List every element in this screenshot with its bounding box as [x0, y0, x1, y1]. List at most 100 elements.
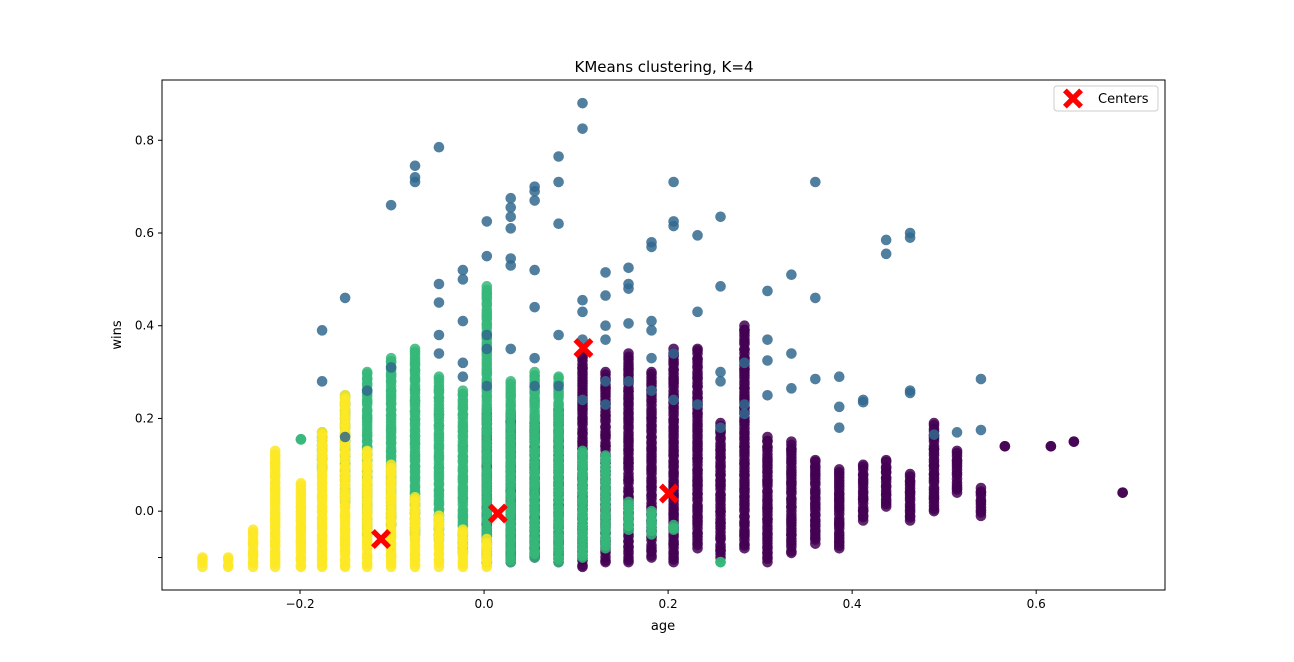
cluster-1-point [409, 160, 421, 172]
cluster-2-point [623, 496, 634, 508]
cluster-1-point [715, 281, 726, 292]
cluster-1-point [646, 352, 657, 364]
cluster-1-point [715, 376, 726, 387]
cluster-1-point [553, 151, 564, 162]
cluster-1-point [481, 380, 493, 392]
y-tick-label: 0.8 [135, 133, 154, 147]
cluster-1-point [715, 366, 726, 378]
cluster-1-point [762, 389, 773, 401]
cluster-1-point [553, 329, 564, 341]
cluster-1-point [577, 306, 588, 318]
x-axis-ticks: −0.2 0.0 0.2 0.4 0.6 [285, 590, 1046, 611]
cluster-1-point [668, 220, 679, 232]
cluster-1-point [361, 385, 373, 396]
cluster-1-point [668, 394, 679, 406]
cluster-1-point [600, 376, 611, 387]
cluster-1-point [715, 422, 726, 434]
cluster-1-point [433, 141, 445, 153]
x-tick-label: −0.2 [285, 597, 314, 611]
cluster-0-point [975, 482, 987, 494]
cluster-1-point [529, 380, 540, 392]
cluster-1-point [668, 176, 679, 188]
cluster-1-point [880, 234, 892, 246]
cluster-2-point [529, 366, 540, 378]
cluster-1-point [810, 176, 821, 188]
cluster-1-point [339, 292, 351, 304]
cluster-1-point [975, 424, 987, 436]
cluster-0-point [928, 417, 940, 429]
y-tick-label: 0.2 [135, 411, 154, 425]
cluster-2-point [646, 505, 657, 517]
cluster-1-point [457, 264, 469, 276]
cluster-1-point [457, 315, 469, 327]
legend-label-centers: Centers [1098, 92, 1149, 107]
cluster-1-point [577, 294, 588, 306]
cluster-center-marker [487, 503, 508, 524]
cluster-1-point [385, 362, 397, 373]
cluster-1-point [623, 283, 634, 294]
cluster-0-point [999, 440, 1011, 452]
cluster-1-point [810, 292, 821, 304]
x-tick-label: 0.0 [475, 597, 494, 611]
plot-frame [161, 79, 1166, 591]
cluster-1-point [928, 429, 940, 440]
cluster-1-point [904, 232, 916, 243]
cluster-1-point [457, 274, 469, 285]
cluster-3-point [222, 552, 234, 563]
cluster-0-point [762, 431, 773, 443]
cluster-3-point [269, 445, 281, 457]
cluster-1-point [833, 401, 845, 413]
cluster-3-point [316, 427, 328, 438]
cluster-1-point [786, 348, 797, 359]
cluster-0-point [786, 436, 797, 447]
cluster-1-point [577, 123, 588, 134]
cluster-1-point [600, 399, 611, 410]
cluster-1-point [715, 211, 726, 223]
cluster-1-point [600, 334, 611, 345]
y-tick-label: 0.4 [135, 319, 154, 333]
cluster-1-point [316, 325, 328, 336]
cluster-2-point [577, 445, 588, 457]
cluster-1-point [481, 216, 493, 227]
cluster-1-point [529, 195, 540, 206]
cluster-3-point [295, 478, 307, 489]
cluster-centers-layer [371, 337, 680, 549]
y-axis-ticks: 0.0 0.2 0.4 0.6 0.8 [135, 133, 162, 559]
cluster-0-point [880, 454, 892, 466]
y-tick-label: 0.6 [135, 226, 154, 240]
cluster-2-point [715, 556, 726, 568]
cluster-1-point [600, 267, 611, 278]
cluster-1-point [481, 250, 493, 262]
data-points-layer [197, 97, 1128, 573]
cluster-2-point [409, 343, 421, 355]
x-axis-label: age [651, 619, 675, 634]
cluster-1-point [457, 371, 469, 383]
cluster-1-point [646, 385, 657, 396]
cluster-3-point [457, 524, 469, 536]
cluster-1-point [762, 355, 773, 366]
cluster-1-point [600, 290, 611, 301]
cluster-1-point [646, 241, 657, 253]
cluster-2-point [433, 371, 445, 383]
cluster-1-point [433, 348, 445, 359]
cluster-1-point [505, 343, 517, 355]
cluster-1-point [457, 357, 469, 369]
cluster-1-point [692, 230, 703, 241]
cluster-1-point [904, 387, 916, 399]
cluster-0-point [623, 348, 634, 359]
cluster-0-point [1068, 436, 1080, 447]
cluster-1-point [339, 431, 351, 443]
cluster-0-point [646, 366, 657, 378]
cluster-2-point [668, 519, 679, 531]
cluster-1-point [433, 297, 445, 308]
cluster-3-point [197, 552, 208, 563]
cluster-1-point [529, 185, 540, 197]
cluster-1-point [409, 176, 421, 188]
cluster-1-point [529, 352, 540, 364]
cluster-1-point [692, 399, 703, 410]
cluster-0-point [904, 468, 916, 480]
cluster-1-point [975, 373, 987, 385]
cluster-1-point [833, 422, 845, 434]
cluster-center-marker [371, 529, 391, 549]
